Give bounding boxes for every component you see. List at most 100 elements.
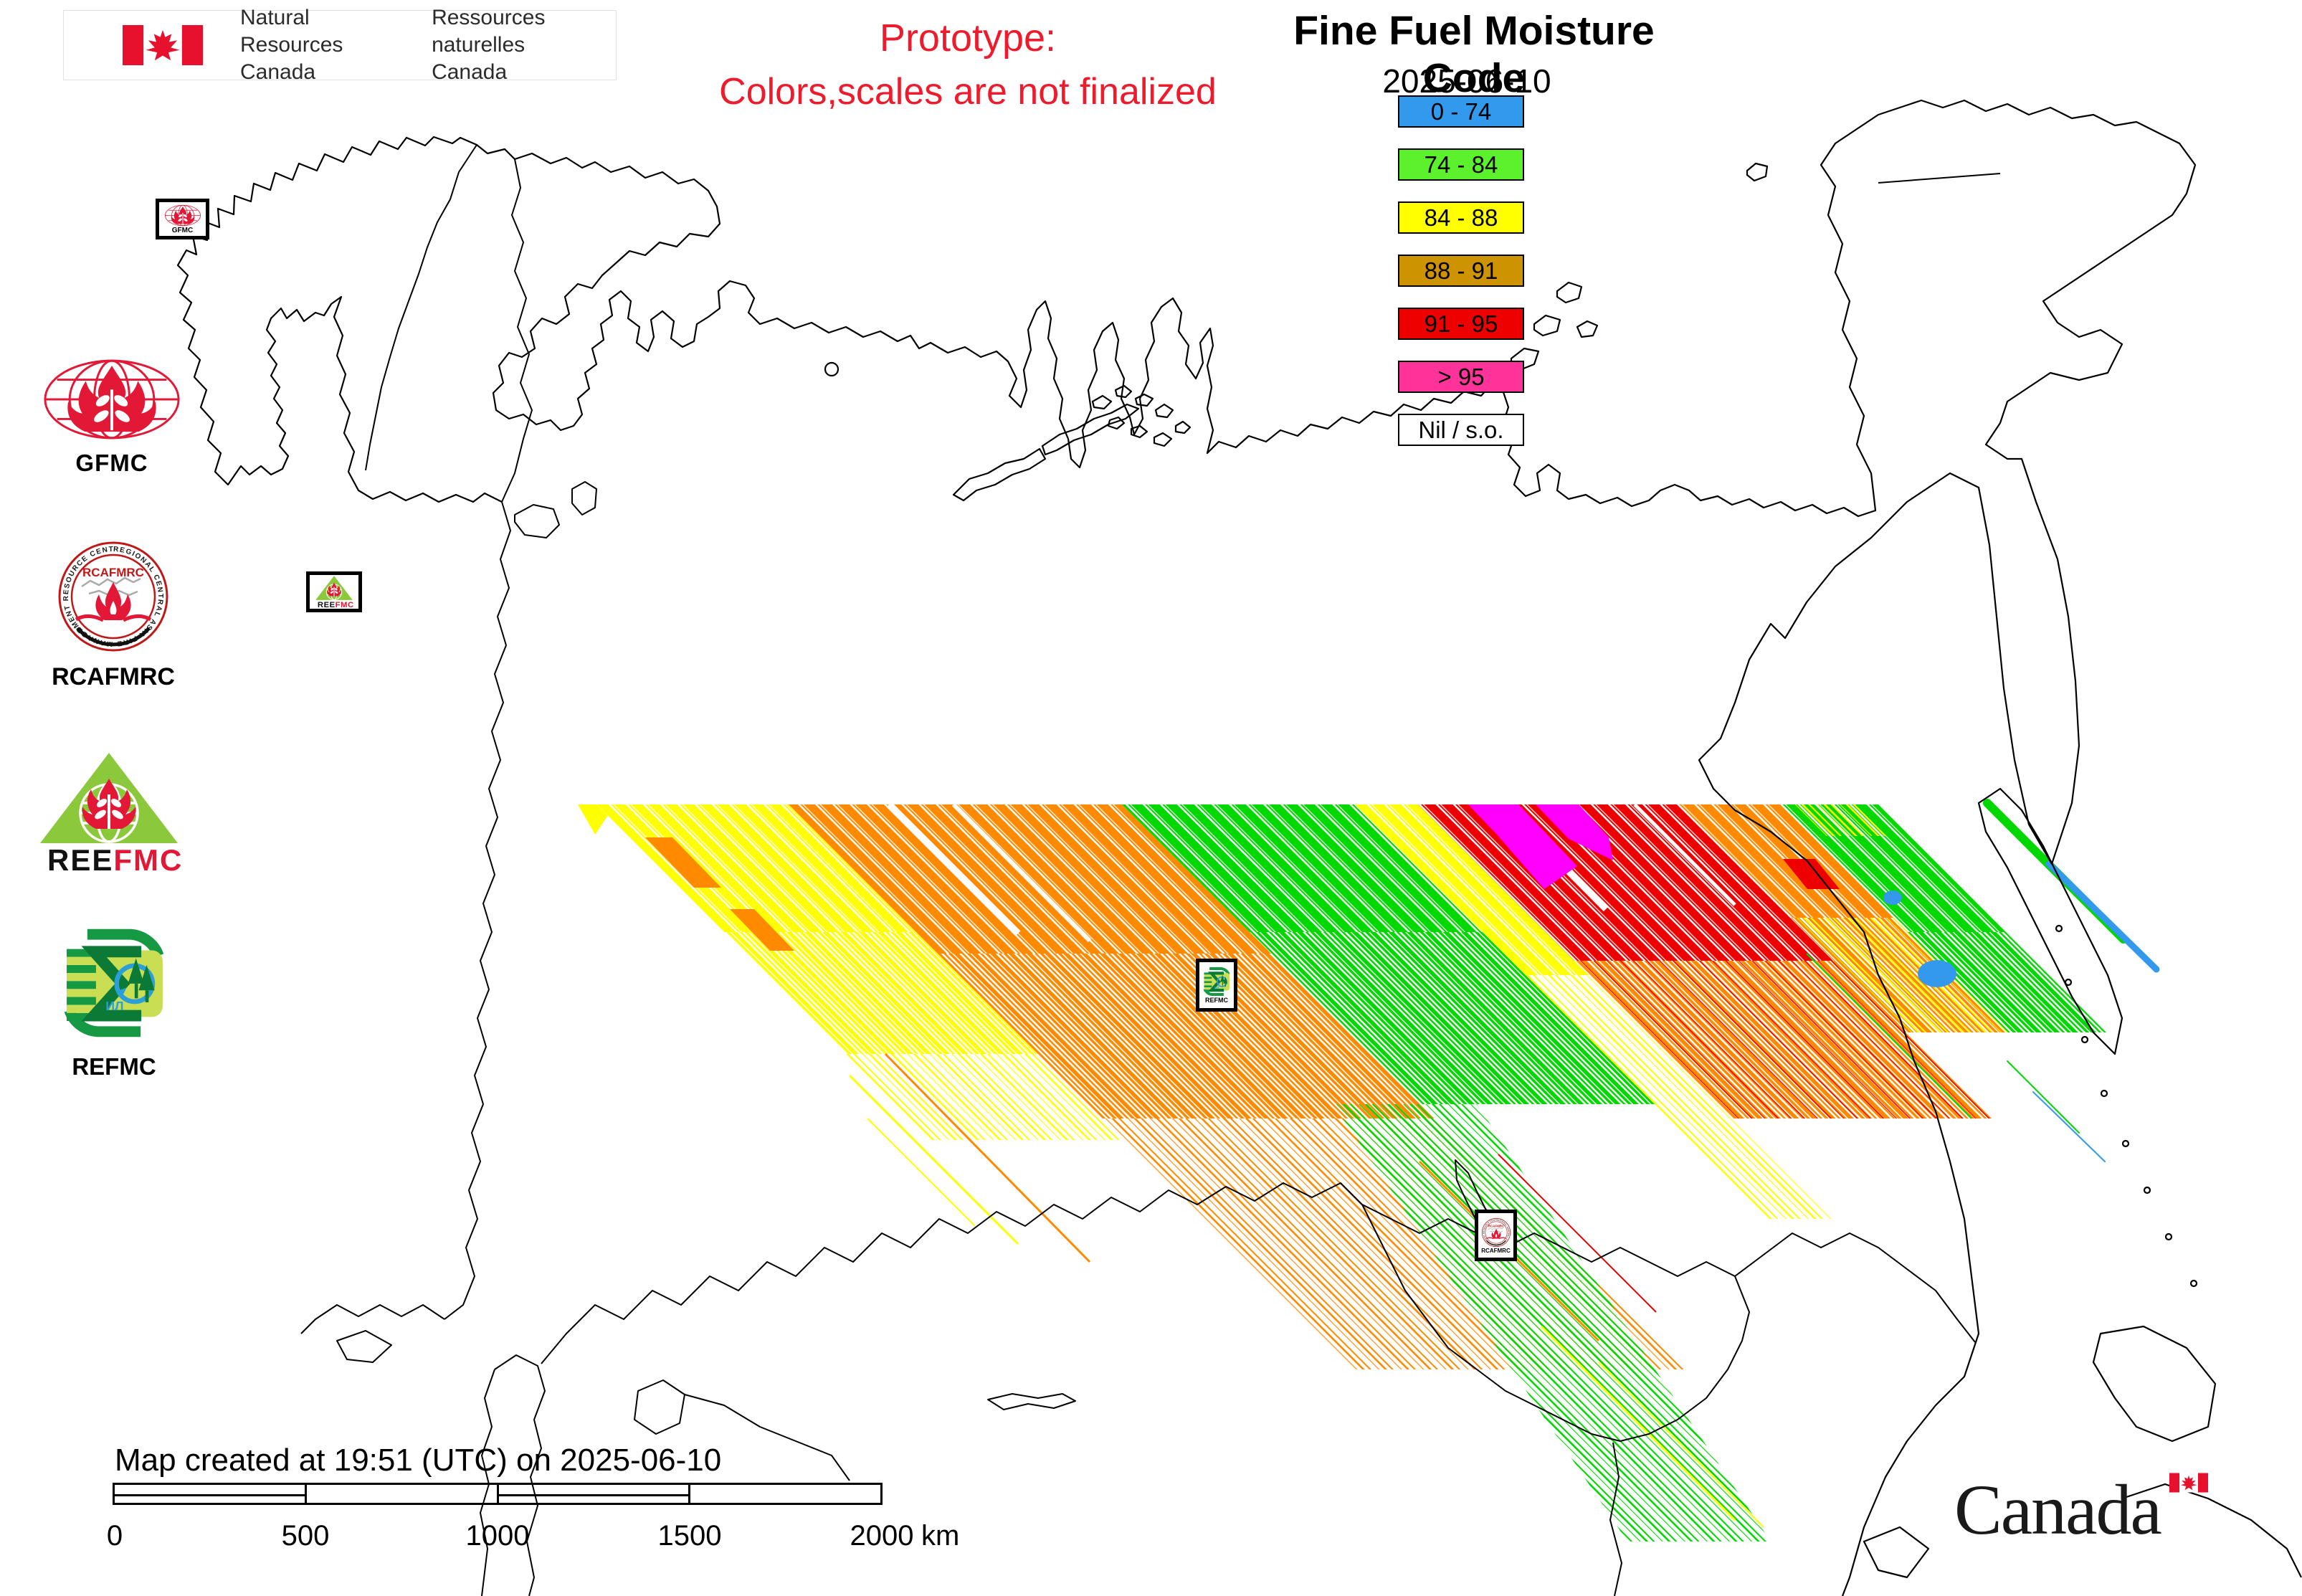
legend-item-74-84: 74 - 84 <box>1398 148 1524 181</box>
scale-segment <box>115 1485 307 1503</box>
ffmc-data-overlay <box>578 799 2160 1542</box>
overlay-yellow-dense <box>596 804 916 932</box>
coastlines <box>176 99 2302 1596</box>
overlay-green2-yellow-speckle <box>1794 804 1893 836</box>
map-created-text: Map created at 19:51 (UTC) on 2025-06-10 <box>115 1443 722 1478</box>
legend-item-84-88: 84 - 88 <box>1398 201 1524 234</box>
overlay-magenta-patch <box>1536 804 1613 860</box>
legend-item-gt-95: > 95 <box>1398 361 1524 393</box>
prototype-line2: Colors,scales are not finalized <box>719 71 1217 113</box>
overlay-red-blob <box>1783 859 1840 889</box>
sakhalin-island <box>1977 787 2123 1055</box>
nrcan-en-line2: Canada <box>240 60 316 84</box>
scale-tick: 1500 <box>657 1520 722 1552</box>
gfmc-logo-icon <box>42 357 182 442</box>
scale-tick: 500 <box>281 1520 330 1552</box>
novaya-zemlya-north <box>1041 403 1140 456</box>
reefmc-logo-block <box>37 750 181 879</box>
scale-tick: 1000 <box>465 1520 530 1552</box>
legend-item-0-74: 0 - 74 <box>1398 95 1524 128</box>
scale-segment <box>690 1485 880 1503</box>
overlay-green2-dense <box>1780 804 2006 932</box>
mongolia-north-border <box>1361 1204 1736 1277</box>
overlay-green-medium <box>1250 932 1655 1104</box>
prototype-notice: Prototype: Colors,scales are not finaliz… <box>645 16 1290 113</box>
lake-ladoga <box>514 504 560 538</box>
kolguev-island <box>824 361 840 377</box>
nrcan-fr-line1: Ressources naturelles <box>432 6 546 57</box>
sw-island <box>1863 1526 1930 1579</box>
franz-josef-land <box>1091 384 1192 447</box>
china-amur-border <box>1734 1232 1976 1343</box>
azov-sea <box>336 1330 392 1363</box>
overlay-red-trail-red <box>1574 961 1992 1118</box>
refmc-logo-block: REFMC <box>54 926 173 1080</box>
overlay-yellow-medium <box>724 932 1038 1054</box>
overlay-orange-speckle <box>645 837 721 888</box>
nrcan-english: Natural Resources Canada <box>240 4 394 86</box>
canada-wordmark-text: Canada <box>1954 1470 2162 1549</box>
finland-russia-border <box>501 158 533 503</box>
gfmc-marker-icon <box>164 204 201 227</box>
nrcan-fr-line2: Canada <box>432 60 508 84</box>
overlay-green-dense <box>1122 804 1483 932</box>
canada-wordmark-flag-icon <box>2169 1473 2208 1493</box>
map-date: 2025-06-10 <box>1382 62 1551 100</box>
nrcan-en-line1: Natural Resources <box>240 6 343 57</box>
canada-wordmark: Canada <box>1954 1468 2241 1554</box>
reefmc-logo-icon <box>37 750 181 875</box>
rcafmrc-logo-icon <box>56 539 171 654</box>
overlay-blue-blob <box>1918 960 1956 987</box>
lake-onega <box>571 481 597 516</box>
mainland-coastline <box>176 99 2197 1596</box>
overlay-yellow-band-dense <box>1355 804 1589 975</box>
refmc-logo-icon <box>57 926 171 1040</box>
rcafmrc-marker-icon <box>1481 1217 1511 1248</box>
prototype-line1: Prototype: <box>879 16 1057 60</box>
scale-tick: 0 <box>106 1520 123 1552</box>
overlay-orange-speckle <box>730 909 794 951</box>
scale-tick: 2000 <box>850 1520 914 1552</box>
reefmc-map-marker <box>306 571 362 612</box>
scale-unit: km <box>921 1520 960 1552</box>
gfmc-label: GFMC <box>75 450 148 476</box>
scale-bar <box>113 1483 883 1505</box>
overlay-blue-blob <box>1883 890 1902 905</box>
kuril-islands <box>2055 924 2198 1288</box>
refmc-marker-icon <box>1202 966 1232 997</box>
overlay-yellow-sparse <box>846 1054 1124 1140</box>
legend-item-91-95: 91 - 95 <box>1398 308 1524 340</box>
overlay-orange2-yellow <box>1791 918 2008 1032</box>
overlay-green-sparse <box>1333 1104 1771 1542</box>
legend-item-88-91: 88 - 91 <box>1398 255 1524 287</box>
overlay-yellow-band-sparse <box>1526 975 1832 1219</box>
nrcan-french: Ressources naturelles Canada <box>432 4 616 86</box>
scale-segment <box>498 1485 691 1503</box>
lake-balkhash <box>987 1393 1076 1410</box>
rcafmrc-map-marker: RCAFMRC <box>1475 1210 1517 1261</box>
wrangel-island <box>1746 162 1769 182</box>
reefmc-marker-icon <box>314 575 354 609</box>
western-border-chain <box>444 501 511 1320</box>
rcafmrc-label: RCAFMRC <box>52 663 175 690</box>
kazakhstan-border <box>541 1182 1363 1364</box>
ffmc-legend: 0 - 74 74 - 84 84 - 88 88 - 91 91 - 95 >… <box>1398 95 1524 467</box>
china-inner-border <box>1609 1442 1622 1596</box>
nrcan-logo-block: Natural Resources Canada Ressources natu… <box>63 6 617 84</box>
caspian-sea <box>480 1354 546 1596</box>
honshu-partial <box>2121 1483 2302 1578</box>
mongolia-south-border <box>1361 1204 1750 1442</box>
central-asia-border <box>684 1394 850 1481</box>
scale-segment <box>307 1485 499 1503</box>
novaya-zemlya-south <box>952 447 1047 502</box>
rcafmrc-logo-block: RCAFMRC <box>52 539 175 691</box>
overlay-orange-medium <box>938 954 1436 1118</box>
aral-sea <box>634 1379 685 1435</box>
refmc-map-marker: REFMC <box>1196 959 1237 1012</box>
gfmc-logo-block: GFMC <box>42 357 182 477</box>
overlay-magenta-patch <box>1468 804 1577 889</box>
black-sea-coast <box>300 1304 445 1334</box>
canada-flag-icon <box>123 24 203 66</box>
